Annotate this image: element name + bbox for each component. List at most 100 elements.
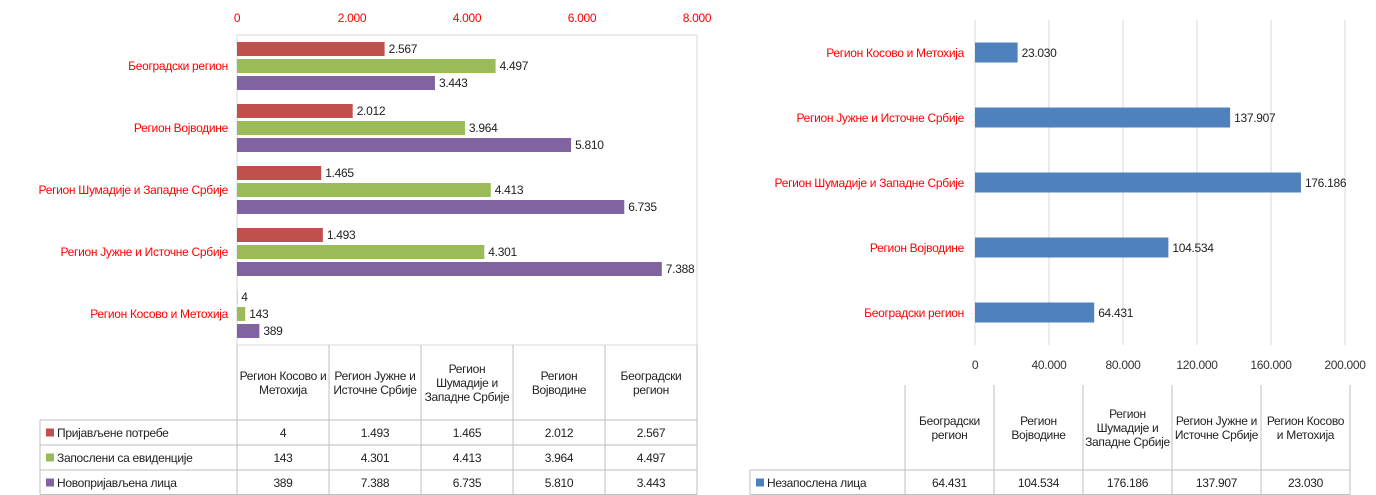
table-header: Регион Јужне и Источне Србије bbox=[333, 368, 417, 397]
bar bbox=[237, 324, 260, 338]
legend-label: Незапослена лица bbox=[767, 475, 867, 490]
bar bbox=[237, 42, 385, 56]
category-label: Регион Јужне и Источне Србије bbox=[796, 110, 964, 125]
value-label: 5.810 bbox=[575, 138, 604, 152]
x-tick-label: 8.000 bbox=[682, 11, 712, 25]
x-tick-label: 0 bbox=[971, 358, 979, 372]
table-header: Београдски регион bbox=[620, 368, 682, 397]
bar bbox=[237, 166, 322, 180]
legend-label: Новопријављена лица bbox=[57, 475, 177, 490]
table-header: Регион Војводине bbox=[1011, 413, 1066, 442]
bar bbox=[237, 138, 572, 152]
category-label: Регион Јужне и Источне Србије bbox=[60, 245, 228, 259]
table-cell: 2.012 bbox=[544, 425, 574, 440]
table-cell: 1.493 bbox=[360, 425, 390, 440]
legend-label: Пријављене потребе bbox=[57, 425, 169, 440]
table-cell: 137.907 bbox=[1195, 475, 1238, 490]
bar bbox=[237, 59, 496, 73]
bar bbox=[237, 228, 323, 242]
value-label: 23.030 bbox=[1021, 45, 1057, 60]
bar bbox=[237, 245, 485, 259]
value-label: 64.431 bbox=[1098, 305, 1134, 320]
category-label: Београдски регион bbox=[864, 305, 964, 320]
table-cell: 3.964 bbox=[544, 450, 574, 465]
value-label: 1.465 bbox=[325, 166, 354, 180]
bar bbox=[237, 200, 625, 214]
category-label: Регион Војводине bbox=[133, 121, 228, 135]
bar bbox=[237, 76, 435, 90]
x-tick-label: 0 bbox=[233, 11, 241, 25]
table-header: Регион Шумадије и Западне Србије bbox=[424, 361, 510, 404]
table-cell: 176.186 bbox=[1106, 475, 1149, 490]
category-label: Регион Косово и Метохија bbox=[90, 307, 228, 321]
value-label: 6.735 bbox=[628, 200, 657, 214]
table-cell: 2.567 bbox=[636, 425, 666, 440]
bar bbox=[975, 42, 1018, 63]
table-header: Београдски регион bbox=[919, 413, 980, 442]
value-label: 3.964 bbox=[468, 121, 498, 135]
value-label: 4.413 bbox=[494, 183, 524, 197]
value-label: 4 bbox=[241, 290, 248, 304]
value-label: 104.534 bbox=[1172, 240, 1214, 255]
legend-swatch bbox=[756, 478, 764, 487]
value-label: 2.567 bbox=[388, 42, 418, 56]
bar bbox=[237, 104, 353, 118]
bar bbox=[237, 121, 465, 135]
table-cell: 4.413 bbox=[452, 450, 482, 465]
table-header: Регион Косово и Метохија bbox=[1266, 413, 1345, 442]
table-cell: 143 bbox=[273, 450, 293, 465]
table-cell: 1.465 bbox=[452, 425, 482, 440]
bar bbox=[237, 183, 491, 197]
table-cell: 389 bbox=[273, 475, 293, 490]
value-label: 4.497 bbox=[499, 59, 529, 73]
table-cell: 3.443 bbox=[636, 475, 666, 490]
x-tick-label: 80.000 bbox=[1105, 358, 1141, 372]
bar bbox=[975, 172, 1301, 193]
table-cell: 104.534 bbox=[1017, 475, 1060, 490]
value-label: 4.301 bbox=[488, 245, 517, 259]
table-cell: 4 bbox=[279, 425, 287, 440]
legend-swatch bbox=[46, 478, 54, 487]
x-tick-label: 6.000 bbox=[567, 11, 597, 25]
x-tick-label: 4.000 bbox=[452, 11, 482, 25]
value-label: 143 bbox=[249, 307, 269, 321]
table-cell: 4.301 bbox=[360, 450, 390, 465]
legend-swatch bbox=[46, 428, 54, 437]
table-cell: 7.388 bbox=[360, 475, 390, 490]
category-label: Београдски регион bbox=[128, 59, 228, 73]
table-cell: 6.735 bbox=[452, 475, 482, 490]
table-cell: 64.431 bbox=[932, 475, 967, 490]
table-header: Регион Војводине bbox=[531, 368, 587, 397]
value-label: 137.907 bbox=[1234, 110, 1276, 125]
x-tick-label: 200.000 bbox=[1324, 358, 1366, 372]
table-cell: 4.497 bbox=[636, 450, 666, 465]
table-header: Регион Косово и Метохија bbox=[239, 368, 327, 397]
value-label: 2.012 bbox=[356, 104, 386, 118]
table-header: Регион Јужне и Источне Србије bbox=[1174, 413, 1259, 442]
table-cell: 23.030 bbox=[1288, 475, 1323, 490]
bar bbox=[237, 262, 662, 276]
x-tick-label: 40.000 bbox=[1031, 358, 1067, 372]
category-label: Регион Војводине bbox=[869, 240, 964, 255]
table-header: Регион Шумадије и Западне Србије bbox=[1085, 406, 1170, 449]
value-label: 7.388 bbox=[665, 262, 695, 276]
legend-swatch bbox=[46, 453, 54, 462]
value-label: 176.186 bbox=[1304, 175, 1347, 190]
value-label: 389 bbox=[263, 324, 283, 338]
value-label: 1.493 bbox=[326, 228, 356, 242]
bar bbox=[975, 237, 1169, 258]
bar bbox=[237, 307, 246, 321]
x-tick-label: 2.000 bbox=[337, 11, 367, 25]
category-label: Регион Шумадије и Западне Србије bbox=[38, 183, 229, 197]
bar bbox=[975, 302, 1095, 323]
legend-label: Запослени са евиденције bbox=[57, 450, 193, 465]
category-label: Регион Шумадије и Западне Србије bbox=[774, 175, 965, 190]
value-label: 3.443 bbox=[438, 76, 468, 90]
table-cell: 5.810 bbox=[544, 475, 574, 490]
category-label: Регион Косово и Метохија bbox=[826, 45, 964, 60]
x-tick-label: 160.000 bbox=[1250, 358, 1292, 372]
bar bbox=[975, 107, 1231, 128]
x-tick-label: 120.000 bbox=[1176, 358, 1218, 372]
